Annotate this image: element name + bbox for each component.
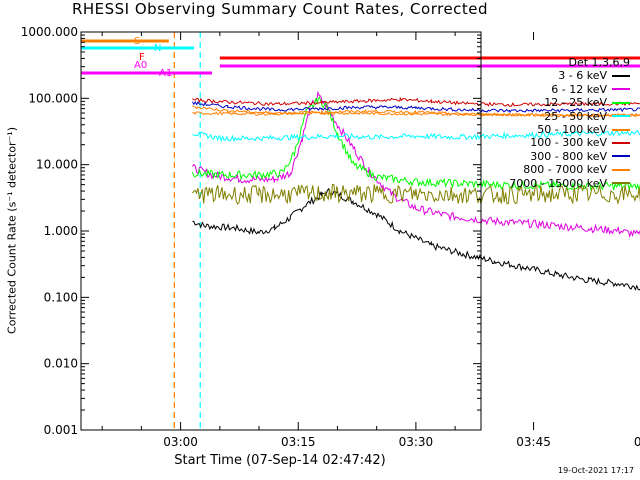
series-line-8 xyxy=(192,183,640,206)
legend-entry-8: 7000 - 15000 keV xyxy=(478,177,630,190)
legend-swatch xyxy=(612,142,630,145)
flag-label-N: N xyxy=(154,43,161,54)
series-line-0 xyxy=(192,187,640,291)
legend-entry-1: 6 - 12 keV xyxy=(478,83,630,96)
series-line-1 xyxy=(192,90,640,239)
legend-title: Det 1,3,6,9 xyxy=(568,56,630,69)
legend-entry-7: 800 - 7000 keV xyxy=(478,163,630,176)
legend-swatch xyxy=(612,182,630,185)
y-tick-label-2: 10.000 xyxy=(36,158,78,172)
legend-entry-6: 300 - 800 keV xyxy=(478,150,630,163)
legend-swatch xyxy=(612,155,630,158)
legend-entry-0: 3 - 6 keV xyxy=(478,69,630,82)
x-tick-label-0: 03:00 xyxy=(163,435,198,449)
legend-swatch xyxy=(612,115,630,118)
flag-label-F: F xyxy=(139,52,145,63)
y-tick-label-6: 0.001 xyxy=(44,423,78,437)
y-tick-label-5: 0.010 xyxy=(44,357,78,371)
series-line-6 xyxy=(191,100,640,114)
x-tick-label-2: 03:30 xyxy=(399,435,434,449)
legend-swatch xyxy=(612,88,630,91)
chart-title: RHESSI Observing Summary Count Rates, Co… xyxy=(71,0,489,18)
footer-stamp: 19-Oct-2021 17:17 xyxy=(558,466,634,475)
flag-label-S: S xyxy=(134,36,140,47)
x-tick-label-1: 03:15 xyxy=(281,435,316,449)
legend-label: 6 - 12 keV xyxy=(551,82,607,96)
flag-label-A1: A1 xyxy=(159,68,172,79)
legend-swatch xyxy=(612,168,630,171)
x-axis-label: Start Time (07-Sep-14 02:47:42) xyxy=(174,453,386,468)
legend-entry-2: 12 - 25 keV xyxy=(478,96,630,109)
x-tick-label-4: 04:00 xyxy=(634,435,640,449)
series-line-3 xyxy=(192,129,640,143)
series-line-2 xyxy=(191,96,640,192)
legend-label: 12 - 25 keV xyxy=(544,96,607,110)
legend-label: 800 - 7000 keV xyxy=(523,163,607,177)
series-line-7 xyxy=(192,105,640,118)
x-tick-label-3: 03:45 xyxy=(516,435,551,449)
legend-label: 100 - 300 keV xyxy=(530,136,607,150)
series-line-5 xyxy=(192,96,640,107)
legend-label: 7000 - 15000 keV xyxy=(509,176,607,190)
legend-entry-5: 100 - 300 keV xyxy=(478,136,630,149)
flag-label-A0: A0 xyxy=(134,60,147,71)
legend-entry-3: 25 - 50 keV xyxy=(478,110,630,123)
y-axis-label: Corrected Count Rate (s⁻¹ detector⁻¹) xyxy=(5,127,19,334)
y-tick-label-3: 1.000 xyxy=(44,224,78,238)
y-tick-label-0: 1000.000 xyxy=(21,25,78,39)
legend-label: 25 - 50 keV xyxy=(544,109,607,123)
y-tick-label-4: 0.100 xyxy=(44,290,78,304)
legend-swatch xyxy=(612,101,630,104)
plot-frame xyxy=(80,31,482,431)
legend-label: 50 - 100 keV xyxy=(537,122,607,136)
y-tick-label-1: 100.000 xyxy=(28,91,78,105)
legend-entry-4: 50 - 100 keV xyxy=(478,123,630,136)
legend-swatch xyxy=(612,128,630,131)
legend-label: 300 - 800 keV xyxy=(530,149,607,163)
legend-swatch xyxy=(612,75,630,78)
legend-rows: 3 - 6 keV 6 - 12 keV 12 - 25 keV 25 - 50 ke… xyxy=(478,69,630,190)
legend: Det 1,3,6,9 3 - 6 keV 6 - 12 keV 12 - 25 k… xyxy=(478,56,630,190)
legend-label: 3 - 6 keV xyxy=(558,69,607,83)
